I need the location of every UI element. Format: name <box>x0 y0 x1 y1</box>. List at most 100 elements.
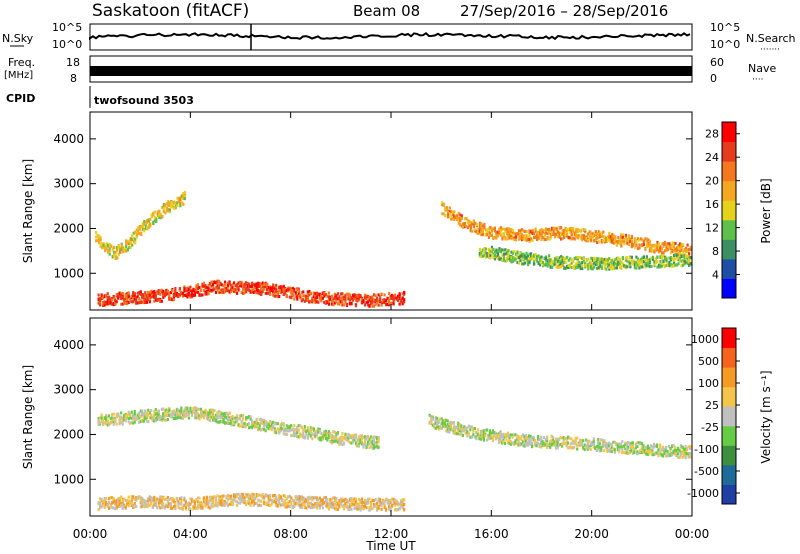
data-cell <box>638 243 641 247</box>
data-cell <box>273 421 276 425</box>
data-cell <box>207 286 210 290</box>
data-cell <box>452 425 455 429</box>
data-cell <box>584 238 587 242</box>
data-cell <box>119 247 122 251</box>
data-cell <box>371 298 374 302</box>
data-cell <box>499 226 503 230</box>
data-cell <box>202 413 206 417</box>
data-cell <box>648 240 652 244</box>
data-cell <box>174 507 177 511</box>
data-cell <box>123 415 126 419</box>
data-cell <box>490 245 494 249</box>
colorbar-segment <box>722 180 736 201</box>
data-cell <box>166 495 169 499</box>
data-cell <box>201 282 204 286</box>
data-cell <box>336 438 340 442</box>
data-cell <box>621 256 624 260</box>
data-cell <box>505 237 509 241</box>
data-cell <box>114 301 117 305</box>
data-cell <box>624 265 627 269</box>
data-cell <box>99 235 102 239</box>
data-cell <box>223 286 227 290</box>
data-cell <box>557 233 560 237</box>
data-cell <box>139 409 142 413</box>
data-cell <box>360 297 364 301</box>
data-cell <box>220 288 224 292</box>
data-cell <box>336 507 340 511</box>
data-cell <box>229 288 233 292</box>
data-cell <box>183 287 186 291</box>
data-cell <box>123 418 126 422</box>
data-cell <box>486 233 489 237</box>
data-cell <box>332 436 335 440</box>
data-cell <box>130 504 133 508</box>
data-cell <box>543 256 546 260</box>
data-cell <box>590 256 593 260</box>
data-cell <box>561 256 564 260</box>
data-cell <box>223 503 227 507</box>
data-cell <box>132 495 135 499</box>
data-cell <box>147 413 150 417</box>
data-cell <box>285 294 288 298</box>
data-cell <box>228 418 231 422</box>
data-cell <box>275 294 278 298</box>
data-cell <box>142 419 145 423</box>
data-cell <box>359 505 362 509</box>
data-cell <box>124 419 127 423</box>
data-cell <box>133 497 136 501</box>
data-cell <box>680 248 683 252</box>
data-cell <box>529 441 532 445</box>
data-cell <box>177 294 180 298</box>
data-cell <box>342 436 346 440</box>
data-cell <box>106 295 109 299</box>
data-cell <box>204 284 207 288</box>
data-cell <box>118 415 121 419</box>
data-cell <box>160 290 163 294</box>
data-cell <box>558 263 561 267</box>
data-cell <box>282 422 285 426</box>
data-cell <box>579 256 582 260</box>
data-cell <box>308 429 311 433</box>
data-cell <box>600 266 603 270</box>
data-cell <box>389 506 392 510</box>
data-cell <box>279 503 282 507</box>
data-cell <box>187 412 191 416</box>
data-cell <box>116 256 119 260</box>
data-cell <box>618 261 621 265</box>
data-cell <box>672 260 676 264</box>
data-cell <box>495 233 498 237</box>
data-cell <box>592 443 595 447</box>
data-cell <box>543 228 546 232</box>
data-cell <box>672 242 676 246</box>
data-cell <box>205 500 209 504</box>
data-cell <box>231 286 234 290</box>
data-cell <box>180 506 183 510</box>
data-cell <box>216 415 219 419</box>
data-cell <box>153 219 156 223</box>
data-cell <box>501 237 504 241</box>
data-cell <box>147 223 150 227</box>
data-cell <box>141 412 144 416</box>
data-cell <box>124 292 127 296</box>
data-cell <box>182 202 185 206</box>
data-cell <box>150 496 153 500</box>
data-cell <box>100 504 103 508</box>
data-cell <box>353 438 356 442</box>
data-cell <box>260 421 263 425</box>
data-cell <box>118 422 121 426</box>
data-cell <box>457 432 460 436</box>
data-cell <box>314 496 317 500</box>
data-cell <box>118 497 121 501</box>
data-cell <box>130 496 133 500</box>
data-cell <box>144 291 147 295</box>
data-cell <box>578 229 581 233</box>
data-cell <box>403 507 406 511</box>
data-cell <box>532 435 535 439</box>
data-cell <box>129 297 132 301</box>
data-cell <box>363 505 367 509</box>
data-cell <box>462 225 465 229</box>
data-cell <box>532 438 535 442</box>
data-cell <box>524 439 528 443</box>
data-cell <box>445 429 448 433</box>
data-cell <box>159 501 162 505</box>
